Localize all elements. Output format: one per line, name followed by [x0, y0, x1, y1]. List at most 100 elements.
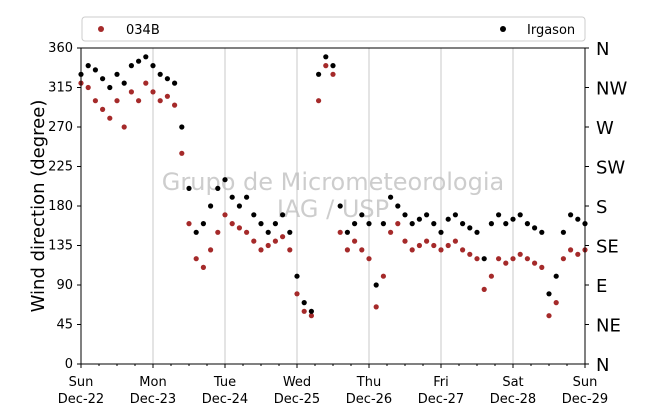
- data-point: [553, 273, 559, 279]
- data-point: [438, 229, 444, 235]
- day-grid-lines: [152, 48, 514, 364]
- x-tick-date-label: Dec-27: [418, 392, 464, 407]
- data-point: [323, 54, 329, 60]
- x-tick-date-label: Dec-24: [202, 392, 248, 407]
- data-point: [136, 58, 142, 64]
- data-point: [251, 238, 257, 244]
- y-tick-label: 135: [48, 239, 73, 254]
- data-point: [164, 93, 170, 99]
- data-point: [100, 76, 106, 82]
- x-tick-date-label: Dec-26: [346, 392, 392, 407]
- data-point: [294, 273, 300, 279]
- legend: 034B Irgason: [81, 16, 586, 42]
- x-tick-day-label: Fri: [433, 375, 449, 390]
- data-point: [157, 98, 163, 104]
- data-point: [575, 216, 581, 222]
- data-point: [467, 251, 473, 257]
- data-point: [395, 221, 401, 227]
- compass-label: NE: [596, 316, 621, 337]
- legend-label-irgason: Irgason: [527, 23, 575, 38]
- x-tick-date-label: Dec-25: [274, 392, 320, 407]
- data-point: [388, 194, 394, 200]
- data-point: [251, 212, 257, 218]
- data-point: [128, 63, 134, 69]
- compass-label: NW: [596, 79, 627, 100]
- data-point: [193, 229, 199, 235]
- data-point: [366, 221, 372, 227]
- compass-label: N: [596, 355, 609, 376]
- y-tick-label: 360: [48, 41, 73, 56]
- data-point: [517, 251, 523, 257]
- data-point: [244, 229, 250, 235]
- data-point: [352, 238, 358, 244]
- data-point: [85, 84, 91, 91]
- data-point: [474, 229, 480, 235]
- compass-labels: N NE E SE S SW W NW N: [585, 39, 627, 376]
- data-point: [280, 234, 286, 240]
- x-tick-date-label: Dec-29: [562, 392, 608, 407]
- legend-marker-irgason: [500, 26, 506, 32]
- y-axis-title: Wind direction (degree): [28, 100, 49, 313]
- data-point: [258, 221, 264, 227]
- data-point: [323, 63, 329, 69]
- y-tick-label: 180: [48, 199, 73, 214]
- x-axis-ticks: Sun Dec-22 Mon Dec-23 Tue Dec-24 Wed Dec-25 Thu D…: [58, 364, 608, 407]
- x-tick-day-label: Wed: [283, 375, 311, 390]
- data-point: [330, 71, 336, 77]
- x-tick-day-label: Thu: [356, 375, 381, 390]
- data-point: [114, 71, 120, 77]
- data-point: [337, 229, 343, 235]
- watermark-line-1: Grupo de Micrometeorologia: [162, 168, 504, 196]
- data-point: [150, 89, 156, 95]
- watermark: Grupo de Micrometeorologia IAG / USP: [162, 168, 504, 223]
- data-point: [229, 194, 235, 200]
- data-point: [546, 291, 552, 297]
- data-point: [222, 212, 228, 218]
- data-point: [287, 247, 293, 253]
- data-point: [344, 229, 350, 235]
- legend-box: [81, 16, 586, 42]
- data-point: [474, 256, 480, 262]
- data-point: [200, 221, 206, 227]
- x-tick-date-label: Dec-22: [58, 392, 104, 407]
- data-point: [445, 242, 451, 249]
- data-point: [481, 286, 487, 292]
- data-point: [402, 238, 408, 244]
- data-point: [236, 203, 242, 209]
- watermark-line-2: IAG / USP: [277, 195, 389, 223]
- data-point: [546, 313, 552, 319]
- y-tick-label: 315: [48, 81, 73, 96]
- data-point: [344, 247, 350, 253]
- data-point: [452, 212, 458, 218]
- data-point: [136, 98, 142, 104]
- data-point: [193, 256, 199, 262]
- data-point: [503, 221, 509, 227]
- compass-label: SE: [596, 237, 619, 258]
- data-point: [395, 203, 401, 209]
- data-point: [164, 76, 170, 82]
- data-point: [481, 256, 487, 262]
- data-point: [172, 80, 178, 86]
- compass-label: SW: [596, 158, 625, 179]
- data-point: [524, 221, 531, 227]
- data-point: [222, 177, 228, 183]
- data-point: [359, 247, 365, 253]
- data-point: [107, 84, 113, 91]
- data-point: [532, 260, 538, 266]
- data-point: [568, 212, 574, 218]
- data-point: [179, 124, 185, 130]
- legend-marker-034b: [98, 26, 104, 32]
- data-point: [128, 89, 134, 95]
- data-point: [510, 216, 516, 222]
- data-point: [200, 264, 206, 270]
- data-point: [424, 238, 430, 244]
- data-point: [294, 291, 300, 297]
- data-point: [409, 221, 415, 227]
- data-point: [445, 216, 451, 222]
- data-point: [452, 238, 458, 244]
- data-point: [208, 247, 214, 253]
- data-point: [388, 229, 394, 235]
- data-point: [330, 63, 336, 69]
- y-tick-label: 45: [56, 318, 73, 333]
